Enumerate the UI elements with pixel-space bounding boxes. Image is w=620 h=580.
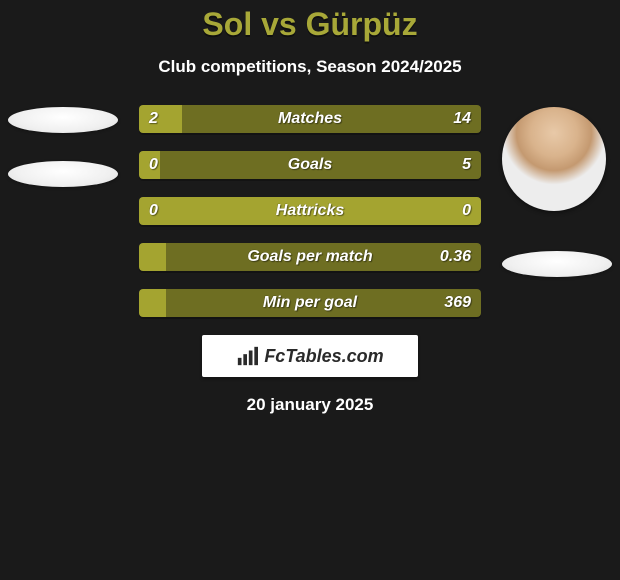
stat-label: Matches — [278, 110, 342, 128]
page-subtitle: Club competitions, Season 2024/2025 — [0, 57, 620, 77]
stat-value-right: 0.36 — [440, 248, 471, 266]
stat-bar: 0.36 Goals per match — [139, 243, 481, 271]
stat-label: Goals — [288, 156, 332, 174]
bars-icon — [236, 345, 258, 367]
snapshot-date: 20 january 2025 — [0, 395, 620, 415]
stat-bar: 0 5 Goals — [139, 151, 481, 179]
stat-bar-left-fill — [139, 289, 166, 317]
stat-bar-left-fill — [139, 105, 182, 133]
stat-value-left: 2 — [149, 110, 158, 128]
player-left-name-placeholder — [8, 161, 118, 187]
stat-value-left: 0 — [149, 156, 158, 174]
player-right-column — [502, 107, 612, 277]
stat-bar: 0 0 Hattricks — [139, 197, 481, 225]
player-left-avatar-placeholder — [8, 107, 118, 133]
stat-bar: 369 Min per goal — [139, 289, 481, 317]
stat-bar: 2 14 Matches — [139, 105, 481, 133]
comparison-stage: 2 14 Matches 0 5 Goals 0 0 Hattricks 0.36 Goals pe… — [0, 105, 620, 317]
stat-value-right: 5 — [462, 156, 471, 174]
page-title: Sol vs Gürpüz — [0, 0, 620, 43]
brand-text: FcTables.com — [264, 346, 383, 367]
stat-label: Hattricks — [276, 202, 344, 220]
brand-badge[interactable]: FcTables.com — [202, 335, 418, 377]
player-left-column — [8, 107, 118, 187]
stat-value-right: 0 — [462, 202, 471, 220]
player-right-avatar — [502, 107, 606, 211]
stat-value-left: 0 — [149, 202, 158, 220]
player-right-name-placeholder — [502, 251, 612, 277]
stat-value-right: 369 — [444, 294, 471, 312]
stat-label: Goals per match — [247, 248, 372, 266]
stat-bars: 2 14 Matches 0 5 Goals 0 0 Hattricks 0.36 Goals pe… — [139, 105, 481, 317]
stat-label: Min per goal — [263, 294, 357, 312]
stat-value-right: 14 — [453, 110, 471, 128]
stat-bar-left-fill — [139, 243, 166, 271]
